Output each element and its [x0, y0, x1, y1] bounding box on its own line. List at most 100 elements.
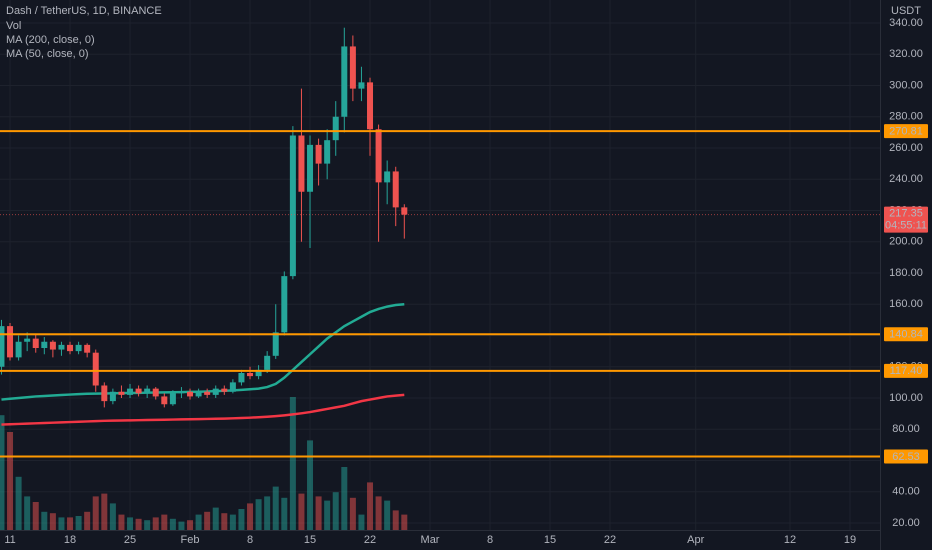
volume-bar [358, 514, 365, 530]
candle-body [187, 391, 194, 397]
candle-body [135, 388, 142, 394]
candles [0, 27, 408, 408]
y-tick-label: 300.00 [889, 79, 923, 91]
volume-bar [375, 496, 382, 530]
candle-body [15, 341, 22, 358]
volume-bar [221, 513, 228, 530]
candle-body [169, 393, 176, 405]
candle-body [281, 276, 288, 333]
candle-body [118, 391, 125, 395]
levels [0, 130, 880, 458]
x-tick-label: Mar [421, 534, 440, 546]
y-tick-label: 180.00 [889, 267, 923, 279]
y-tick-label: 340.00 [889, 17, 923, 29]
candle-body [221, 388, 228, 392]
axis-unit: USDT [891, 5, 921, 17]
volume-bar [401, 514, 408, 530]
candle-body [92, 352, 99, 386]
candle-body [384, 171, 391, 183]
volume-bar [281, 497, 288, 530]
y-tick-label: 260.00 [889, 142, 923, 154]
y-tick-label: 240.00 [889, 173, 923, 185]
x-tick-label: 11 [4, 534, 15, 546]
candle-body [358, 82, 365, 89]
volume-bar [392, 510, 399, 530]
candle-body [161, 396, 168, 405]
y-tick-label: 80.00 [892, 423, 920, 435]
level-label: 140.84 [889, 329, 923, 341]
level-label: 62.53 [892, 451, 920, 463]
volume-bar [118, 514, 125, 530]
volume-bar [289, 397, 296, 530]
volume-bar [332, 492, 339, 530]
x-tick-label: Apr [687, 534, 704, 546]
volume-bar [272, 486, 279, 530]
candle-body [204, 391, 211, 395]
volume-bar [169, 518, 176, 530]
volume-bar [178, 521, 185, 530]
chart-title: Dash / TetherUS, 1D, BINANCE [6, 5, 162, 17]
volume-bar [101, 493, 108, 530]
candle-body [401, 207, 408, 215]
candle-body [341, 46, 348, 117]
y-tick-label: 20.00 [892, 517, 920, 529]
volume-bar [0, 415, 5, 530]
x-tick-label: 8 [487, 534, 493, 546]
level-label-box [884, 124, 928, 139]
x-tick-label: 18 [64, 534, 76, 546]
volume-bar [315, 496, 322, 530]
volume-bar [58, 517, 65, 530]
candle-body [101, 385, 108, 402]
legend-entry: MA (50, close, 0) [6, 48, 89, 60]
legend-volume: Vol [6, 20, 21, 32]
candle-body [315, 144, 322, 164]
x-tick-label: 19 [844, 534, 856, 546]
candle-body [307, 144, 314, 192]
candle-body [255, 369, 262, 377]
volume-bar [255, 499, 262, 530]
volume-bar [298, 493, 305, 530]
volume-bar [212, 507, 219, 530]
candle-body [144, 388, 151, 394]
candle-body [24, 338, 31, 342]
volume-bar [349, 497, 356, 530]
x-tick-label: 15 [544, 534, 556, 546]
candle-body [127, 388, 134, 395]
candle-body [289, 135, 296, 277]
volume-bar [144, 520, 151, 530]
candle-body [264, 355, 271, 370]
volume-bar [384, 500, 391, 530]
last-price-box [884, 206, 928, 233]
countdown-label: 04:55:11 [885, 220, 927, 232]
x-tick-label: 22 [604, 534, 616, 546]
candle-body [324, 140, 331, 164]
axes: 20.0040.0060.0080.00100.00120.00140.0016… [4, 17, 928, 546]
candle-body [392, 171, 399, 208]
candle-body [195, 391, 202, 397]
y-tick-label: 100.00 [889, 392, 923, 404]
volume-bar [161, 514, 168, 530]
candle-body [238, 373, 245, 383]
candle-body [49, 341, 56, 350]
volume-bar [264, 496, 271, 530]
candle-body [109, 391, 116, 402]
volume-bar [324, 500, 331, 530]
volume-bar [187, 520, 194, 530]
volume-bar [15, 476, 22, 530]
candle-body [298, 135, 305, 192]
candle-body [84, 344, 91, 353]
candle-body [152, 388, 159, 397]
candle-body [229, 382, 236, 392]
candle-body [32, 338, 39, 348]
volume-bar [67, 517, 74, 530]
volume-bar [204, 511, 211, 530]
candle-body [247, 373, 254, 377]
level-label: 270.81 [889, 126, 923, 138]
x-tick-label: 12 [784, 534, 796, 546]
volume-bar [109, 503, 116, 530]
candle-body [0, 326, 5, 367]
moving-averages [1, 303, 405, 426]
candle-body [375, 129, 382, 183]
